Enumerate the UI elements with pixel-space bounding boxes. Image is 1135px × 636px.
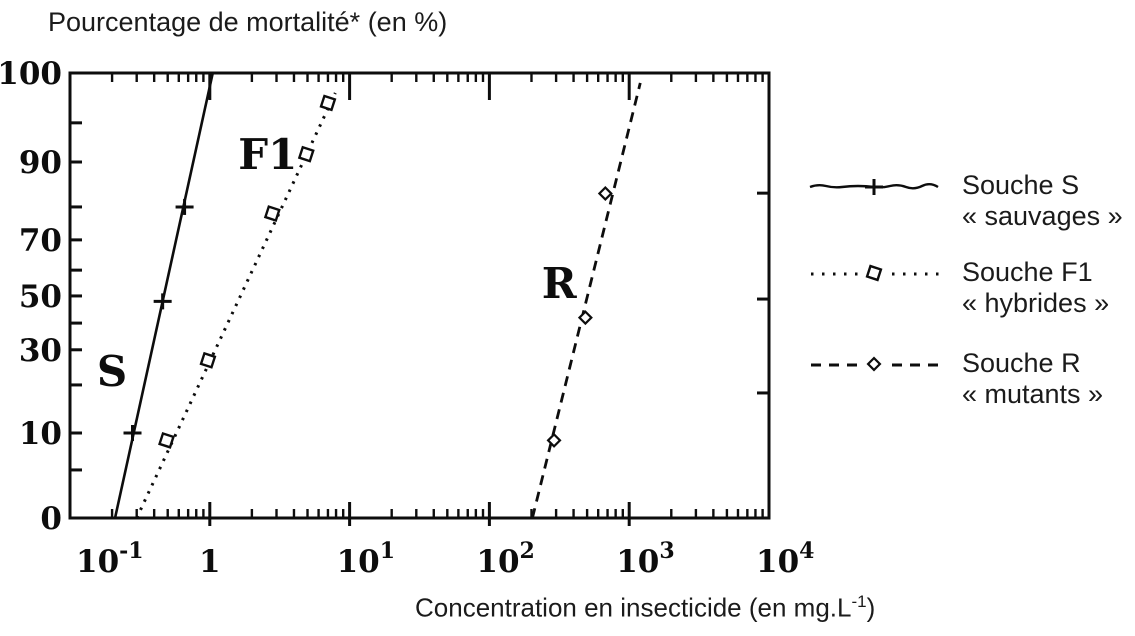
data-point-f1 [319,94,337,112]
x-tick-label: 10-1 [76,538,144,580]
x-tick-label: 103 [616,538,674,580]
legend-label: Souche R [962,348,1081,378]
x-axis-title-end: ) [866,592,876,623]
dashed-line-diamond-marker-icon [811,356,942,372]
x-axis-title-sup: -1 [851,592,867,611]
legend-text-souche-s: Souche S « sauvages » [962,170,1123,232]
legend-text-souche-f1: Souche F1 « hybrides » [962,257,1109,319]
chart-title: Pourcentage de mortalité* (en %) [48,7,448,37]
series-line-r [531,82,642,519]
x-tick-label: 104 [756,538,814,580]
y-tick-label: 90 [19,145,62,181]
legend-item-souche-r: Souche R « mutants » [806,348,1103,410]
series-label-f1: F1 [238,130,297,179]
solid-line-plus-marker-icon [809,179,939,195]
data-point-r [546,432,562,448]
legend-marker [865,264,883,282]
y-tick-label: 30 [19,333,62,369]
series-line-f1 [135,92,337,519]
x-axis-title-main: Concentration en insecticide (en mg.L [415,592,852,623]
y-tick-label: 100 [0,56,62,92]
y-tick-label: 10 [19,416,62,452]
y-tick-label: 50 [19,279,62,315]
legend-label: Souche S [962,170,1080,200]
data-point-r [597,185,613,201]
series-label-r: R [542,259,578,308]
dotted-line-square-marker-icon [811,264,942,282]
legend-text-souche-r: Souche R « mutants » [962,348,1103,410]
legend-sublabel: « mutants » [962,379,1104,409]
x-axis-title: Concentration en insecticide (en mg.L-1) [415,592,875,624]
legend-marker [866,356,882,372]
x-tick-label: 102 [476,538,534,580]
data-point-f1 [199,351,217,369]
x-tick-label: 101 [337,538,395,580]
y-tick-label: 0 [40,501,62,537]
data-point-r [577,310,593,326]
legend-sublabel: « sauvages » [962,201,1123,231]
data-point-f1 [297,145,315,163]
legend-item-souche-f1: Souche F1 « hybrides » [806,257,1109,319]
legend-sublabel: « hybrides » [962,288,1110,318]
data-point-f1 [158,431,175,449]
axis-frame [68,71,771,520]
legend-item-souche-s: Souche S « sauvages » [806,170,1123,232]
legend-label: Souche F1 [962,257,1093,287]
y-tick-label: 70 [19,223,62,259]
x-tick-label: 1 [199,544,221,580]
data-point-f1 [263,205,281,222]
series-label-s: S [97,347,127,396]
